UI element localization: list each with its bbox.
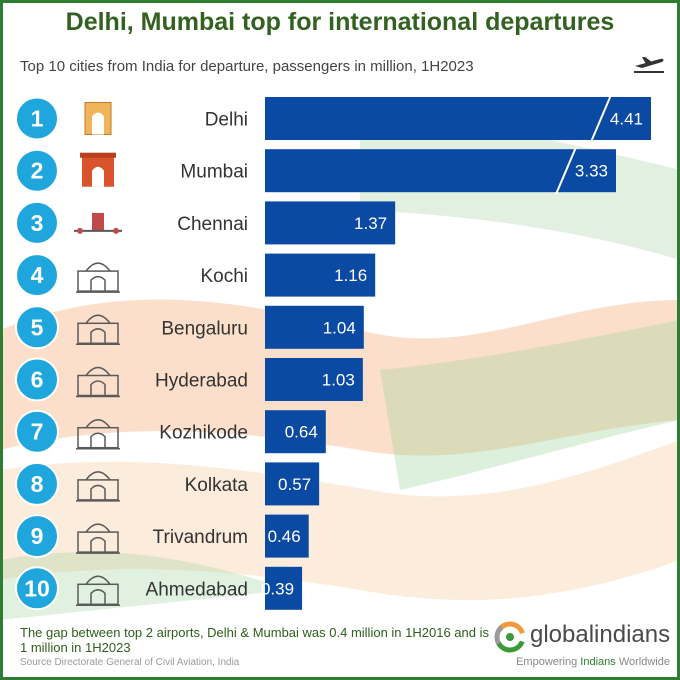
chart-title: Delhi, Mumbai top for international depa… (65, 8, 615, 36)
rank-circle (15, 566, 59, 611)
rank-circle (15, 96, 59, 141)
city-label: Delhi (205, 110, 248, 131)
rank-number: 3 (31, 210, 44, 236)
rank-number: 7 (31, 419, 44, 445)
rank-circle (15, 461, 59, 506)
value-label: 1.04 (323, 318, 356, 337)
rank-number: 6 (31, 367, 44, 393)
bar (265, 566, 303, 610)
rank-circle (15, 305, 59, 350)
city-label: Mumbai (180, 162, 248, 183)
chinese-fishing-nets-icon (76, 262, 120, 293)
value-label: 1.03 (322, 371, 355, 390)
gateway-of-india-icon (80, 152, 116, 187)
value-label: 1.16 (334, 266, 367, 285)
chart-subtitle: Top 10 cities from India for departure, … (20, 58, 474, 75)
city-label: Hyderabad (155, 371, 248, 392)
value-label: 0.57 (278, 475, 311, 494)
value-label: 4.41 (610, 110, 643, 129)
axis-break-mark (590, 94, 612, 143)
victoria-memorial-icon (76, 471, 120, 502)
airplane-takeoff-icon (634, 57, 664, 73)
value-label: 0.64 (285, 423, 318, 442)
rank-circle (15, 514, 59, 559)
value-label: 0.39 (261, 579, 294, 598)
city-label: Ahmedabad (146, 579, 248, 600)
bar (265, 253, 376, 297)
city-label: Trivandrum (153, 527, 248, 548)
rank-number: 5 (31, 314, 44, 340)
kozhikode-gate-icon (76, 418, 120, 450)
city-label: Kozhikode (159, 423, 248, 444)
rank-circle (15, 148, 59, 193)
globalindians-logo: globalindians Empowering Indians Worldwi… (490, 619, 671, 668)
bar (265, 462, 320, 506)
rank-number: 2 (31, 158, 44, 184)
axis-break-mark (555, 146, 577, 195)
bar (265, 410, 326, 454)
value-label: 0.46 (268, 527, 301, 546)
city-label: Bengaluru (161, 318, 248, 339)
vidhana-soudha-icon (76, 314, 120, 346)
bar (265, 97, 651, 140)
rank-circle (15, 357, 59, 402)
bar (265, 305, 364, 349)
rank-number: 1 (31, 106, 44, 132)
rank-number: 4 (31, 262, 44, 288)
rank-number: 8 (31, 471, 44, 497)
value-label: 3.33 (575, 162, 608, 181)
india-gate-icon (84, 102, 112, 135)
bar (265, 149, 616, 193)
logo-tagline-highlight: Indians (580, 656, 616, 668)
charminar-icon (76, 366, 120, 398)
ahmedabad-mosque-icon (76, 575, 120, 607)
rank-circle (15, 200, 59, 245)
rank-number: 10 (24, 575, 50, 601)
logo-wordmark: globalindians (530, 621, 671, 648)
city-label: Chennai (177, 214, 248, 235)
padmanabhaswamy-temple-icon (76, 523, 120, 554)
logo-tagline: Empowering Indians Worldwide (490, 656, 670, 668)
city-label: Kochi (200, 266, 248, 287)
rank-circle (15, 253, 59, 298)
logo-tagline-pre: Empowering (516, 656, 581, 668)
rank-number: 9 (31, 523, 44, 549)
rank-circle (15, 409, 59, 454)
source-note: Source Directorate General of Civil Avia… (20, 657, 240, 668)
bar (265, 358, 363, 401)
city-label: Kolkata (185, 475, 249, 496)
footer-note: The gap between top 2 airports, Delhi & … (20, 625, 489, 655)
globalindians-logo-icon (494, 621, 526, 653)
bar (265, 514, 309, 558)
bar (265, 201, 396, 245)
central-station-icon (74, 212, 122, 234)
logo-tagline-post: Worldwide (615, 656, 670, 668)
value-label: 1.37 (354, 214, 387, 233)
